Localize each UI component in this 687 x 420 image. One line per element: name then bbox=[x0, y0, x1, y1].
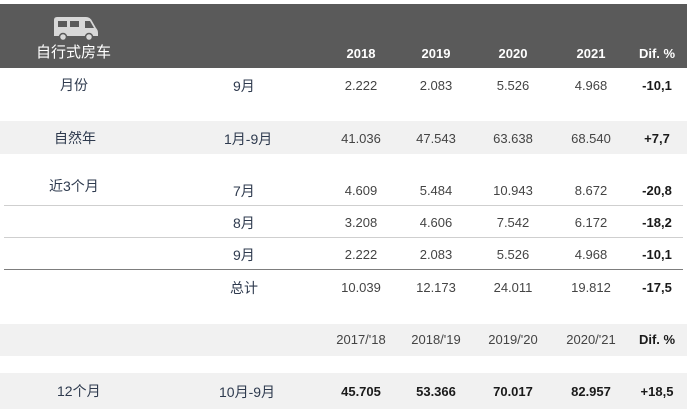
table-cell: 70.017 bbox=[493, 384, 533, 399]
row-label-12m: 12个月 bbox=[57, 383, 101, 399]
table-cell: 10.039 bbox=[341, 280, 381, 295]
year-header: 2021 bbox=[576, 46, 606, 61]
year-header: 2018 bbox=[346, 46, 376, 61]
motorhome-icon bbox=[54, 17, 98, 42]
dif-cell: -10,1 bbox=[642, 247, 672, 262]
row-label-last3: 近3个月 bbox=[49, 178, 99, 194]
dif-cell: -18,2 bbox=[642, 215, 672, 230]
table-cell: 24.011 bbox=[493, 280, 533, 295]
row-label-month: 月份 bbox=[60, 77, 88, 93]
table-cell: 45.705 bbox=[341, 384, 381, 399]
year-header: 2019 bbox=[421, 46, 451, 61]
table-cell: 12.173 bbox=[416, 280, 456, 295]
row-period-total: 总计 bbox=[230, 280, 258, 296]
row-divider bbox=[4, 237, 683, 238]
season-header: 2018/'19 bbox=[411, 332, 461, 347]
table-cell: 10.943 bbox=[493, 183, 533, 198]
twelve-month-band bbox=[0, 373, 687, 409]
table-cell: 4.606 bbox=[419, 215, 453, 230]
table-header bbox=[0, 4, 687, 68]
table-cell: 19.812 bbox=[571, 280, 611, 295]
table-cell: 63.638 bbox=[493, 131, 533, 146]
table-cell: 6.172 bbox=[574, 215, 608, 230]
table-cell: 41.036 bbox=[341, 131, 381, 146]
season-header-band bbox=[0, 324, 687, 356]
season-header: 2020/'21 bbox=[566, 332, 616, 347]
table-cell: 47.543 bbox=[416, 131, 456, 146]
table-cell: 5.484 bbox=[419, 183, 453, 198]
dif-cell: -20,8 bbox=[642, 183, 672, 198]
table-cell: 7.542 bbox=[496, 215, 530, 230]
table-cell: 2.083 bbox=[419, 78, 453, 93]
table-cell: 4.609 bbox=[344, 183, 378, 198]
table-cell: 5.526 bbox=[496, 247, 530, 262]
table-cell: 68.540 bbox=[571, 131, 611, 146]
table-cell: 4.968 bbox=[574, 247, 608, 262]
dif-cell: +18,5 bbox=[640, 384, 674, 399]
table-cell: 82.957 bbox=[571, 384, 611, 399]
row-period: 8月 bbox=[233, 215, 255, 231]
dif-header: Dif. % bbox=[638, 332, 676, 347]
season-header: 2019/'20 bbox=[488, 332, 538, 347]
year-header: 2020 bbox=[498, 46, 528, 61]
row-period: 1月-9月 bbox=[224, 131, 273, 147]
table-cell: 2.083 bbox=[419, 247, 453, 262]
row-period: 7月 bbox=[233, 183, 255, 199]
row-label-ytd: 自然年 bbox=[54, 130, 96, 146]
dif-cell: -10,1 bbox=[642, 78, 672, 93]
table-cell: 2.222 bbox=[344, 78, 378, 93]
dif-header: Dif. % bbox=[638, 46, 676, 61]
table-cell: 4.968 bbox=[574, 78, 608, 93]
table-cell: 2.222 bbox=[344, 247, 378, 262]
table-cell: 3.208 bbox=[344, 215, 378, 230]
row-period: 9月 bbox=[233, 247, 255, 263]
dif-cell: +7,7 bbox=[644, 131, 670, 146]
row-divider bbox=[4, 205, 683, 206]
table-cell: 5.526 bbox=[496, 78, 530, 93]
table-cell: 8.672 bbox=[574, 183, 608, 198]
table-title: 自行式房车 bbox=[36, 44, 112, 61]
dif-cell: -17,5 bbox=[642, 280, 672, 295]
season-header: 2017/'18 bbox=[336, 332, 386, 347]
table-cell: 53.366 bbox=[416, 384, 456, 399]
total-divider bbox=[4, 269, 683, 270]
row-period: 9月 bbox=[233, 78, 255, 94]
row-period: 10月-9月 bbox=[219, 384, 276, 400]
ytd-row-band bbox=[0, 121, 687, 154]
